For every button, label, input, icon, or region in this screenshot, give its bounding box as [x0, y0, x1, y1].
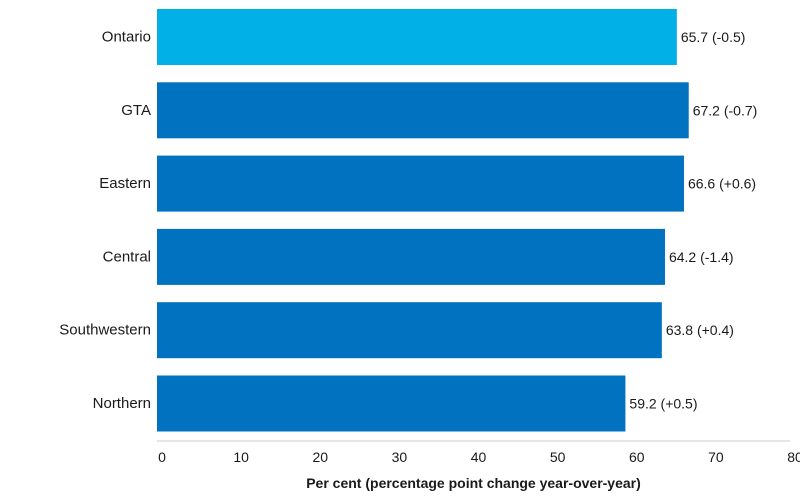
x-tick-label-20: 20 — [312, 449, 328, 465]
bar-northern — [157, 375, 626, 432]
value-label-northern: 59.2 (+0.5) — [629, 396, 697, 412]
category-label-central: Central — [103, 248, 151, 265]
x-tick-label-30: 30 — [392, 449, 408, 465]
value-labels-group: 65.7 (-0.5) 67.2 (-0.7) 66.6 (+0.6) 64.2 (-… — [629, 29, 757, 412]
x-tick-label-10: 10 — [233, 449, 249, 465]
x-tick-labels-group: 0 10 20 30 40 50 60 70 80 — [158, 449, 800, 465]
category-labels-group: Ontario GTA Eastern Central Southwestern Nort… — [59, 29, 151, 413]
x-tick-label-80: 80 — [787, 449, 800, 465]
value-label-southwestern: 63.8 (+0.4) — [666, 322, 734, 338]
category-label-southwestern: Southwestern — [59, 322, 151, 339]
x-tick-label-40: 40 — [471, 449, 487, 465]
category-label-gta: GTA — [121, 102, 151, 119]
value-label-gta: 67.2 (-0.7) — [693, 102, 758, 118]
value-label-eastern: 66.6 (+0.6) — [688, 176, 756, 192]
bars-group — [157, 9, 689, 432]
x-tick-label-70: 70 — [708, 449, 724, 465]
bar-ontario — [157, 9, 677, 65]
x-tick-label-60: 60 — [629, 449, 645, 465]
bar-central — [157, 228, 665, 285]
category-label-ontario: Ontario — [102, 29, 151, 46]
bar-gta — [157, 82, 689, 139]
value-label-central: 64.2 (-1.4) — [669, 249, 734, 265]
value-label-ontario: 65.7 (-0.5) — [681, 29, 746, 45]
x-tick-label-0: 0 — [158, 449, 166, 465]
category-label-northern: Northern — [93, 395, 151, 412]
category-label-eastern: Eastern — [99, 175, 151, 192]
x-tick-label-50: 50 — [550, 449, 566, 465]
x-axis-title: Per cent (percentage point change year-o… — [306, 475, 641, 491]
bar-eastern — [157, 155, 684, 212]
bar-southwestern — [157, 302, 662, 359]
